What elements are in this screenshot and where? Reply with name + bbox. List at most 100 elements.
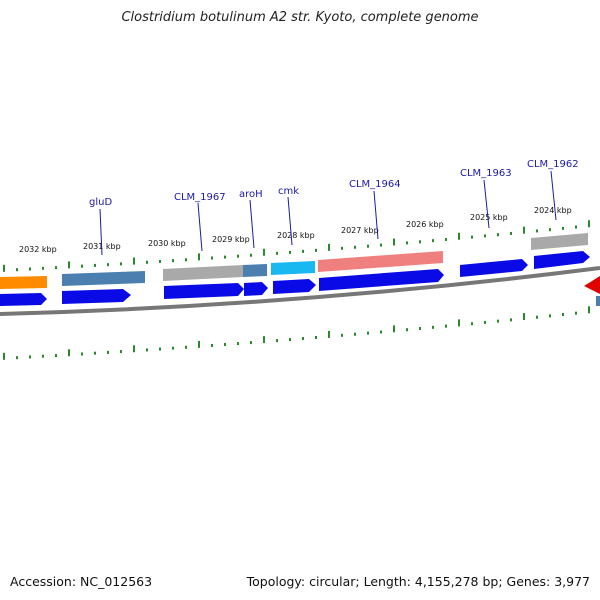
minor-tick xyxy=(289,250,291,254)
gene-leader-lines xyxy=(99,170,557,256)
minor-tick xyxy=(575,311,577,315)
minor-tick xyxy=(354,245,356,249)
minor-tick xyxy=(185,345,187,349)
minor-tick xyxy=(354,332,356,336)
minor-tick xyxy=(380,330,382,334)
minor-tick xyxy=(497,233,499,237)
minor-tick xyxy=(406,241,408,245)
minor-tick xyxy=(380,243,382,247)
minor-tick xyxy=(172,346,174,350)
minor-tick xyxy=(185,258,187,262)
feature-block-clm1967 xyxy=(163,265,243,281)
minor-tick xyxy=(224,343,226,347)
feature-block-cmk xyxy=(271,261,315,275)
feature-block-orange xyxy=(0,276,47,289)
minor-tick xyxy=(341,246,343,250)
kbp-label: 2030 kbp xyxy=(148,239,186,248)
major-tick xyxy=(68,261,70,269)
major-tick xyxy=(3,264,5,272)
minor-tick xyxy=(445,237,447,241)
minor-tick xyxy=(224,255,226,259)
outer-tick-track xyxy=(3,220,590,272)
kbp-label: 2026 kbp xyxy=(406,220,444,229)
major-tick xyxy=(263,336,265,344)
minor-tick xyxy=(367,244,369,248)
minor-tick xyxy=(107,263,109,267)
minor-tick xyxy=(120,350,122,354)
minor-tick xyxy=(211,256,213,260)
minor-tick xyxy=(107,350,109,354)
minor-tick xyxy=(419,327,421,331)
minor-tick xyxy=(302,249,304,253)
leader-line xyxy=(197,202,203,252)
minor-tick xyxy=(81,352,83,356)
minor-tick xyxy=(42,266,44,270)
major-tick xyxy=(393,238,395,246)
leader-line xyxy=(373,190,379,240)
gene-label: aroH xyxy=(239,189,263,200)
minor-tick xyxy=(471,235,473,239)
major-tick xyxy=(393,325,395,333)
minor-tick xyxy=(562,313,564,317)
minor-tick xyxy=(484,234,486,238)
inner-tick-track xyxy=(3,306,590,360)
gene-label: CLM_1964 xyxy=(349,179,401,190)
minor-tick xyxy=(276,251,278,255)
minor-tick xyxy=(237,342,239,346)
leader-line xyxy=(287,196,293,246)
genome-backbone xyxy=(0,266,600,316)
minor-tick xyxy=(250,341,252,345)
map-title: Clostridium botulinum A2 str. Kyoto, com… xyxy=(121,10,479,25)
gene-label: CLM_1962 xyxy=(527,159,579,170)
feature-block-aroh xyxy=(243,264,267,277)
minor-tick xyxy=(549,228,551,232)
cds-arrow xyxy=(534,251,590,269)
major-tick xyxy=(198,253,200,261)
leader-line xyxy=(483,179,490,229)
leader-line xyxy=(249,199,255,249)
cds-arrow xyxy=(0,293,47,306)
minor-tick xyxy=(367,331,369,335)
accession-text: Accession: NC_012563 xyxy=(10,574,153,589)
minor-tick xyxy=(16,356,18,360)
minor-tick xyxy=(94,351,96,355)
major-tick xyxy=(523,313,525,321)
minor-tick xyxy=(250,253,252,257)
minor-tick xyxy=(159,347,161,351)
minor-tick xyxy=(471,322,473,326)
minor-tick xyxy=(42,354,44,358)
minor-tick xyxy=(484,320,486,324)
kbp-label: 2024 kbp xyxy=(534,206,572,215)
minor-tick xyxy=(211,343,213,347)
cds-arrow xyxy=(62,289,131,304)
minor-tick xyxy=(146,348,148,352)
kbp-label: 2027 kbp xyxy=(341,226,379,235)
major-tick xyxy=(588,306,590,314)
minor-tick xyxy=(432,325,434,329)
minor-tick xyxy=(315,248,317,252)
minor-tick xyxy=(55,266,57,270)
minor-tick xyxy=(536,315,538,319)
minor-tick xyxy=(94,263,96,267)
major-tick xyxy=(523,226,525,234)
minor-tick xyxy=(289,338,291,342)
major-tick xyxy=(3,352,5,360)
minor-tick xyxy=(406,328,408,332)
major-tick xyxy=(458,319,460,327)
major-tick xyxy=(198,340,200,348)
kbp-label: 2032 kbp xyxy=(19,245,57,254)
cds-arrow xyxy=(273,279,316,294)
minor-tick xyxy=(302,337,304,341)
minor-tick xyxy=(497,319,499,323)
minor-tick xyxy=(575,225,577,229)
major-tick xyxy=(328,243,330,251)
cds-arrow xyxy=(244,282,268,296)
minor-tick xyxy=(315,335,317,339)
feature-band xyxy=(0,233,588,289)
leader-line xyxy=(550,170,557,221)
minor-tick xyxy=(146,260,148,264)
kbp-label: 2029 kbp xyxy=(212,235,250,244)
gene-label: cmk xyxy=(278,186,299,197)
feature-block-clm1964 xyxy=(318,251,443,272)
